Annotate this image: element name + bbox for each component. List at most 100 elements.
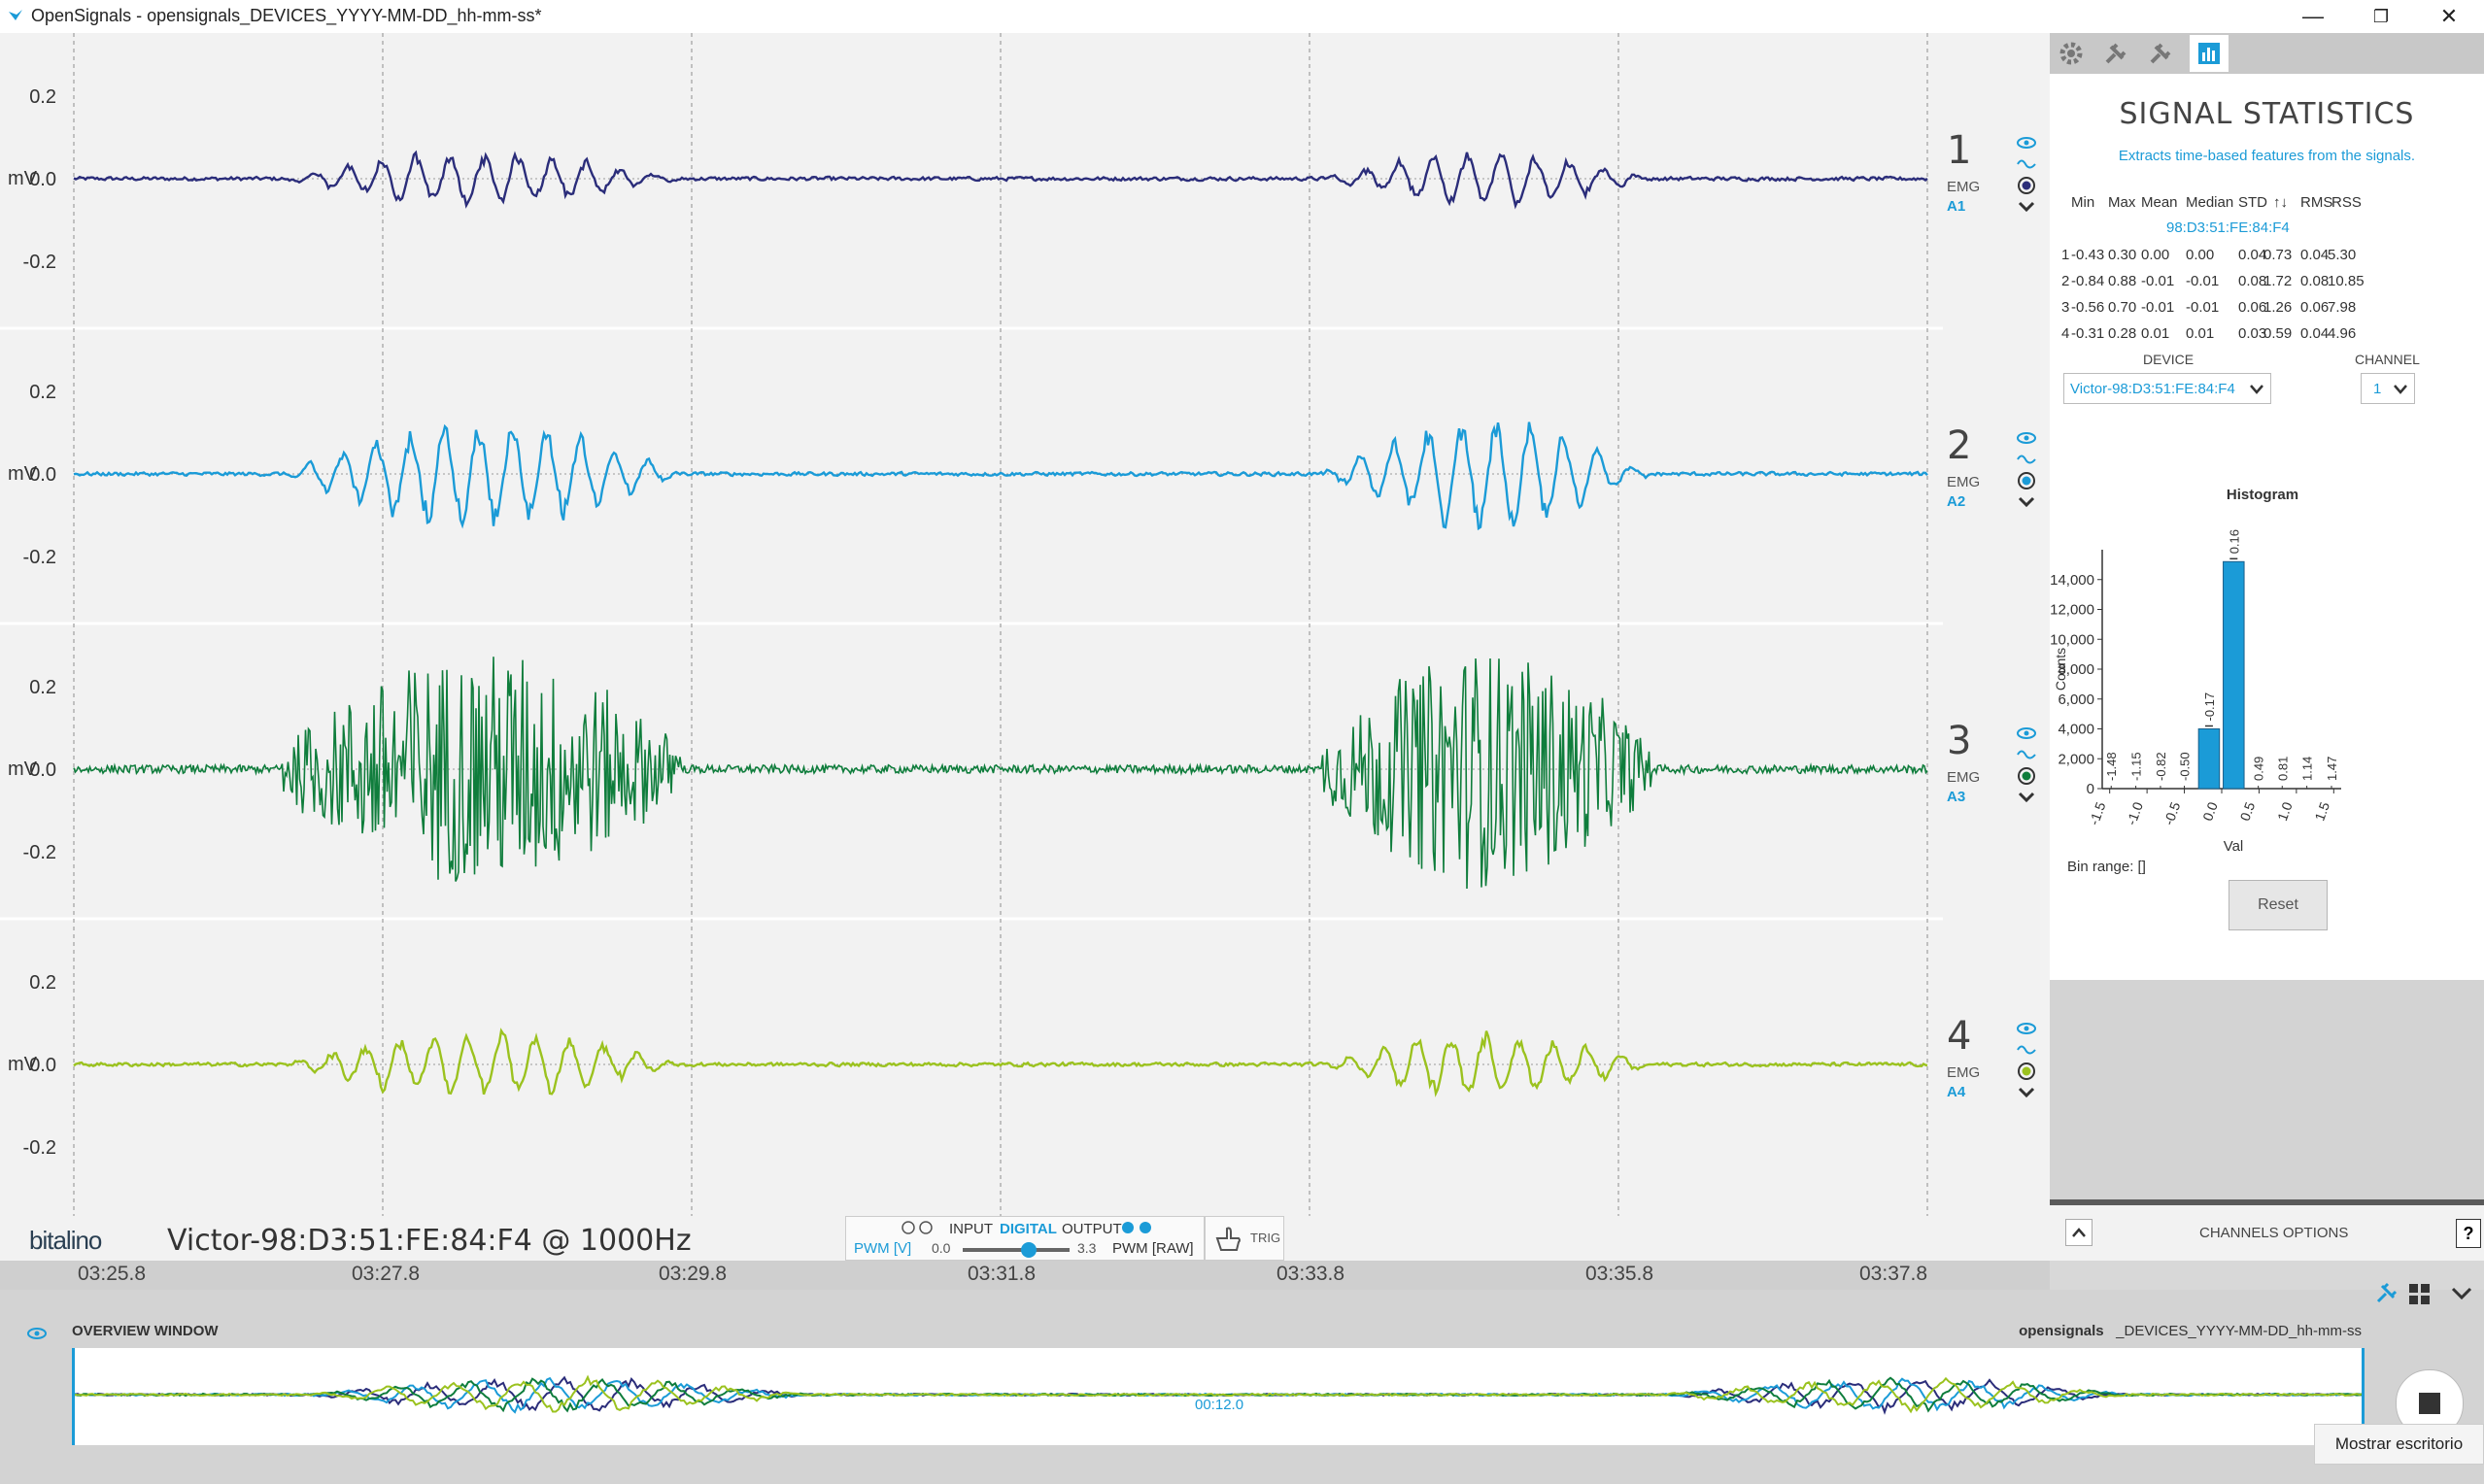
title-bar: OpenSignals - opensignals_DEVICES_YYYY-M… — [0, 0, 2484, 33]
statistics-chart-icon[interactable] — [2190, 35, 2229, 72]
channel-4-type: EMG — [1947, 1064, 1981, 1081]
trigger-button[interactable]: TRIG — [1205, 1216, 1284, 1261]
channel-3-controls — [2015, 723, 2038, 808]
table-cell: 0.04 — [2238, 247, 2267, 263]
waveform-icon[interactable] — [2015, 1039, 2038, 1061]
chevron-down-icon[interactable] — [2015, 491, 2038, 513]
table-cell: -0.01 — [2186, 273, 2220, 289]
eye-icon[interactable] — [27, 1327, 47, 1340]
channel-1-type: EMG — [1947, 179, 1981, 195]
channel-2-source: A2 — [1947, 493, 1966, 510]
channels-options-bar[interactable]: CHANNELS OPTIONS ? — [2050, 1199, 2484, 1261]
time-tick: 03:25.8 — [78, 1263, 147, 1285]
table-cell: -0.43 — [2071, 247, 2105, 263]
bar-value-label: 1.47 — [2325, 757, 2339, 781]
chevron-up-icon[interactable] — [2065, 1219, 2093, 1246]
channel-2-signal — [73, 422, 1928, 531]
chevron-down-icon[interactable] — [2015, 787, 2038, 808]
overview-file-prefix: opensignals — [2019, 1323, 2104, 1339]
table-cell: 0.04 — [2300, 247, 2330, 263]
waveform-icon[interactable] — [2015, 744, 2038, 765]
device-select[interactable]: Victor-98:D3:51:FE:84:F4 — [2063, 373, 2271, 404]
output-toggle-icons[interactable] — [1120, 1220, 1157, 1240]
channel-color-icon[interactable] — [2015, 1061, 2038, 1082]
grid-view-icon[interactable] — [2407, 1282, 2433, 1307]
overview-range-end[interactable] — [2362, 1348, 2365, 1445]
input-label: INPUT — [949, 1221, 993, 1237]
input-toggle-icons[interactable] — [901, 1220, 937, 1240]
bar-value-label: 0.49 — [2252, 757, 2266, 781]
table-cell: 3 — [2061, 299, 2070, 316]
channel-4-controls — [2015, 1018, 2038, 1103]
y-unit-label: mV — [8, 463, 38, 485]
channel-color-icon[interactable] — [2015, 470, 2038, 491]
y-tick-label: 4,000 — [2058, 722, 2094, 738]
table-cell: -0.01 — [2141, 299, 2175, 316]
bar-value-label: -0.82 — [2154, 752, 2168, 781]
eye-icon[interactable] — [2015, 132, 2038, 153]
histogram-bar[interactable] — [2223, 560, 2245, 790]
y-tick-label: 6,000 — [2058, 691, 2094, 708]
x-tick-label: 1.0 — [2274, 799, 2296, 823]
pwm-slider[interactable] — [963, 1242, 1070, 1258]
pwm-slider-knob[interactable] — [1021, 1242, 1038, 1258]
channel-4-number: 4 — [1947, 1014, 1972, 1059]
y-tick-label: 0 — [2087, 781, 2094, 797]
table-cell: -0.84 — [2071, 273, 2105, 289]
y-tick-label: 0.2 — [29, 972, 56, 994]
eye-icon[interactable] — [2015, 1018, 2038, 1039]
channel-4-signal — [73, 1028, 1928, 1097]
bar-value-label: 0.81 — [2275, 757, 2290, 781]
time-tick: 03:35.8 — [1585, 1263, 1654, 1285]
signal-plot[interactable]: 0.2 0.0 -0.2 mV 0.2 0.0 -0.2 mV 0.2 0.0 -0.2 mV 0.2 0… — [0, 33, 2050, 1216]
histogram-bar[interactable] — [2197, 728, 2221, 790]
digital-label: DIGITAL — [1000, 1221, 1057, 1237]
channel-select[interactable]: 1 — [2361, 373, 2415, 404]
chevron-down-icon[interactable] — [2015, 196, 2038, 218]
table-cell: 0.30 — [2108, 247, 2137, 263]
settings-gear-icon[interactable] — [2052, 35, 2091, 72]
histogram-title: Histogram — [2227, 487, 2298, 503]
signal-plot-area[interactable]: 0.2 0.0 -0.2 mV 0.2 0.0 -0.2 mV 0.2 0.0 -0.2 mV 0.2 0… — [0, 33, 2050, 1216]
bitalino-logo: bitalino — [29, 1226, 102, 1255]
minimize-button[interactable]: — — [2302, 4, 2324, 28]
table-cell: 0.03 — [2238, 325, 2267, 342]
tooltip: Mostrar escritorio — [2314, 1424, 2484, 1465]
help-icon[interactable]: ? — [2456, 1219, 2481, 1248]
y-tick-label: -0.2 — [23, 1137, 56, 1159]
bar-value-label: -1.48 — [2104, 752, 2119, 781]
reset-button[interactable]: Reset — [2229, 880, 2328, 930]
chevron-down-icon[interactable] — [2450, 1286, 2473, 1301]
x-tick-label: -1.0 — [2124, 799, 2146, 826]
pwm-min: 0.0 — [932, 1240, 951, 1256]
header-cell: Max — [2108, 194, 2136, 211]
y-tick-label: 8,000 — [2058, 661, 2094, 678]
channel-color-icon[interactable] — [2015, 765, 2038, 787]
plug-icon[interactable] — [2372, 1280, 2399, 1307]
channel-3-signal — [73, 657, 1928, 890]
plug-icon[interactable] — [2096, 35, 2135, 72]
table-cell: -0.01 — [2186, 299, 2220, 316]
table-cell: 0.04 — [2300, 325, 2330, 342]
restore-button[interactable]: ❐ — [2372, 6, 2390, 26]
overview-file-suffix: _DEVICES_YYYY-MM-DD_hh-mm-ss — [2116, 1323, 2362, 1339]
waveform-icon[interactable] — [2015, 153, 2038, 175]
channel-1-signal — [73, 150, 1928, 210]
y-tick-label: 14,000 — [2050, 572, 2094, 589]
close-button[interactable]: ✕ — [2439, 4, 2459, 28]
eye-icon[interactable] — [2015, 427, 2038, 449]
overview-plot[interactable] — [72, 1348, 2365, 1445]
waveform-icon[interactable] — [2015, 449, 2038, 470]
overview-range-start[interactable] — [72, 1348, 75, 1445]
y-axis-label: Counts — [2053, 648, 2068, 691]
time-tick: 03:27.8 — [352, 1263, 421, 1285]
chevron-down-icon[interactable] — [2015, 1082, 2038, 1103]
output-label: OUTPUT — [1062, 1221, 1122, 1237]
y-tick-label: 0.0 — [29, 1055, 56, 1076]
y-tick-label: 0.2 — [29, 677, 56, 698]
table-cell: 0.73 — [2263, 247, 2293, 263]
table-cell: 0.88 — [2108, 273, 2137, 289]
plug-plus-icon[interactable] — [2141, 35, 2180, 72]
eye-icon[interactable] — [2015, 723, 2038, 744]
channel-color-icon[interactable] — [2015, 175, 2038, 196]
